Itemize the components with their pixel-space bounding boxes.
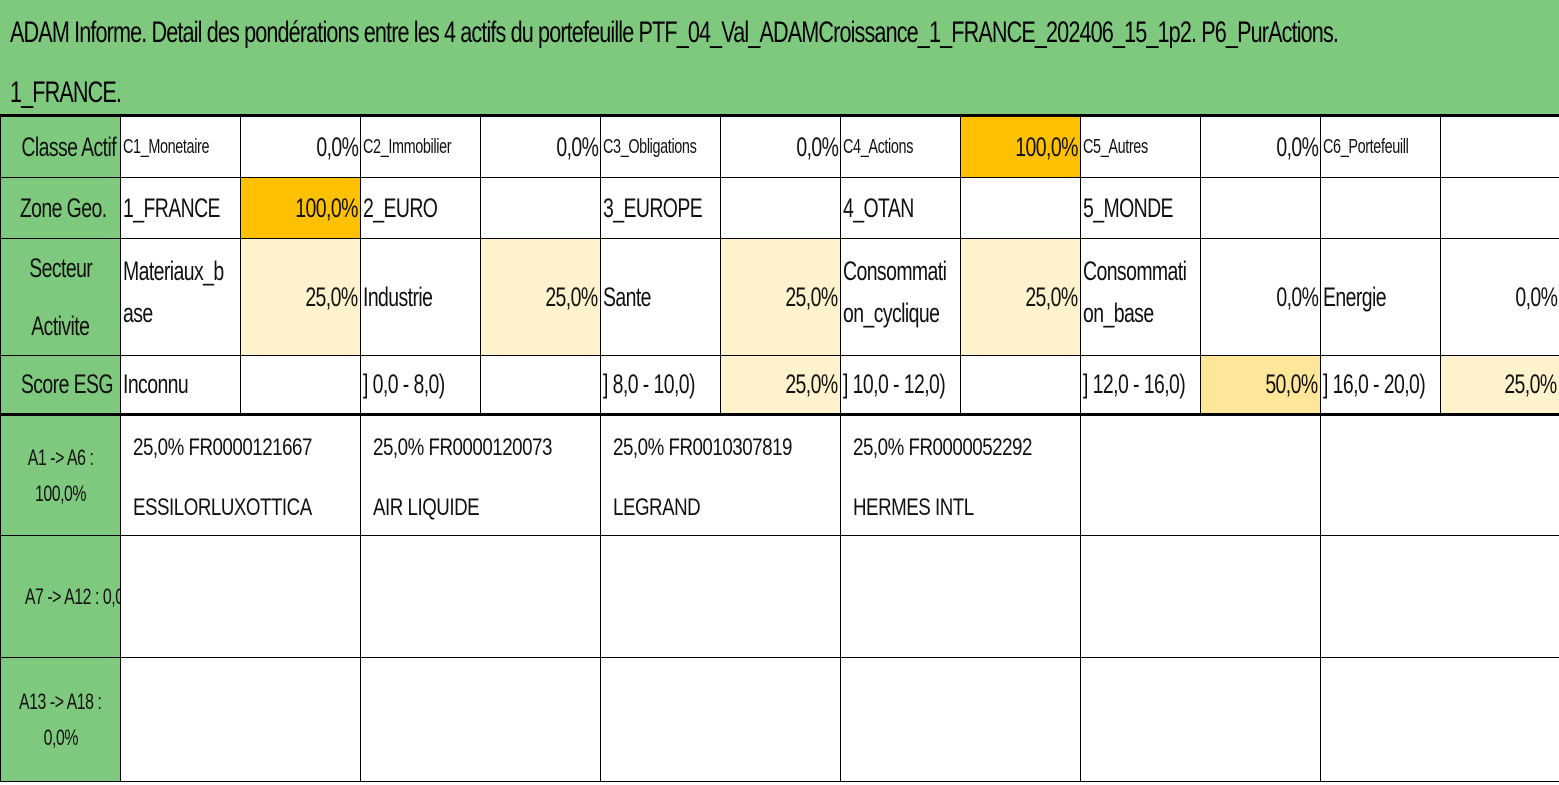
secteur-value-5: 0,0% bbox=[1200, 238, 1321, 356]
classe-name-c6: C6_Portefeuill bbox=[1320, 116, 1441, 178]
esg-name-6: ] 16,0 - 20,0) bbox=[1320, 355, 1441, 416]
row-assets-a1-a6: A1 -> A6 : 100,0% 25,0% FR0000121667 ESS… bbox=[0, 414, 1559, 536]
zone-value-6 bbox=[1440, 177, 1559, 239]
assets-group-label-3: A13 -> A18 : 0,0% bbox=[0, 657, 121, 782]
esg-name-3: ] 8,0 - 10,0) bbox=[600, 355, 721, 416]
zone-name-5: 5_MONDE bbox=[1080, 177, 1201, 239]
zone-name-6 bbox=[1320, 177, 1441, 239]
row-score-esg: Score ESG Inconnu ] 0,0 - 8,0) ] 8,0 - 1… bbox=[0, 355, 1559, 416]
secteur-value-1: 25,0% bbox=[240, 238, 361, 356]
assets-group-label-1: A1 -> A6 : 100,0% bbox=[0, 414, 121, 536]
asset-cell-4: 25,0% FR0000052292 HERMES INTL bbox=[840, 414, 1081, 536]
classe-value-c4: 100,0% bbox=[960, 116, 1081, 178]
row-assets-a7-a12: A7 -> A12 : 0,0% bbox=[0, 535, 1559, 658]
secteur-name-6: Energie bbox=[1320, 238, 1441, 356]
zone-name-3: 3_EUROPE bbox=[600, 177, 721, 239]
asset-3-weight-isin: 25,0% FR0010307819 bbox=[613, 434, 792, 461]
asset-cell-7 bbox=[120, 535, 361, 658]
asset-cell-5 bbox=[1080, 414, 1321, 536]
classe-name-c1: C1_Monetaire bbox=[120, 116, 241, 178]
secteur-value-6: 0,0% bbox=[1440, 238, 1559, 356]
row-label-secteur: Secteur Activite bbox=[0, 238, 121, 356]
asset-cell-3: 25,0% FR0010307819 LEGRAND bbox=[600, 414, 841, 536]
zone-value-1: 100,0% bbox=[240, 177, 361, 239]
zone-name-1: 1_FRANCE bbox=[120, 177, 241, 239]
esg-name-2: ] 0,0 - 8,0) bbox=[360, 355, 481, 416]
classe-name-c2: C2_Immobilier bbox=[360, 116, 481, 178]
asset-cell-2: 25,0% FR0000120073 AIR LIQUIDE bbox=[360, 414, 601, 536]
secteur-value-4: 25,0% bbox=[960, 238, 1081, 356]
report-title-bar: ADAM Informe. Detail des pondérations en… bbox=[0, 0, 1559, 116]
asset-cell-14 bbox=[360, 657, 601, 782]
asset-cell-18 bbox=[1320, 657, 1559, 782]
classe-value-c6 bbox=[1440, 116, 1559, 178]
weights-table: Classe Actif C1_Monetaire 0,0% C2_Immobi… bbox=[0, 116, 1559, 782]
zone-value-3 bbox=[720, 177, 841, 239]
esg-value-1 bbox=[240, 355, 361, 416]
row-assets-a13-a18: A13 -> A18 : 0,0% bbox=[0, 657, 1559, 782]
classe-name-c3: C3_Obligations bbox=[600, 116, 721, 178]
secteur-value-3: 25,0% bbox=[720, 238, 841, 356]
secteur-name-1: Materiaux_b ase bbox=[120, 238, 241, 356]
asset-3-name: LEGRAND bbox=[613, 494, 701, 521]
asset-cell-11 bbox=[1080, 535, 1321, 658]
zone-value-2 bbox=[480, 177, 601, 239]
asset-1-weight-isin: 25,0% FR0000121667 bbox=[133, 434, 312, 461]
row-label-classe-actif: Classe Actif bbox=[0, 116, 121, 178]
assets-group-label-2: A7 -> A12 : 0,0% bbox=[0, 535, 121, 658]
asset-cell-13 bbox=[120, 657, 361, 782]
esg-name-1: Inconnu bbox=[120, 355, 241, 416]
esg-name-5: ] 12,0 - 16,0) bbox=[1080, 355, 1201, 416]
esg-value-6: 25,0% bbox=[1440, 355, 1559, 416]
esg-name-4: ] 10,0 - 12,0) bbox=[840, 355, 961, 416]
secteur-name-2: Industrie bbox=[360, 238, 481, 356]
classe-value-c3: 0,0% bbox=[720, 116, 841, 178]
asset-1-name: ESSILORLUXOTTICA bbox=[133, 494, 312, 521]
classe-value-c1: 0,0% bbox=[240, 116, 361, 178]
asset-cell-8 bbox=[360, 535, 601, 658]
asset-4-weight-isin: 25,0% FR0000052292 bbox=[853, 434, 1032, 461]
secteur-name-5: Consommati on_base bbox=[1080, 238, 1201, 356]
zone-name-2: 2_EURO bbox=[360, 177, 481, 239]
asset-4-name: HERMES INTL bbox=[853, 494, 974, 521]
secteur-name-3: Sante bbox=[600, 238, 721, 356]
zone-value-5 bbox=[1200, 177, 1321, 239]
esg-value-2 bbox=[480, 355, 601, 416]
row-classe-actif: Classe Actif C1_Monetaire 0,0% C2_Immobi… bbox=[0, 116, 1559, 178]
row-zone-geo: Zone Geo. 1_FRANCE 100,0% 2_EURO 3_EUROP… bbox=[0, 177, 1559, 239]
asset-cell-6 bbox=[1320, 414, 1559, 536]
asset-cell-15 bbox=[600, 657, 841, 782]
report-title-line-2: 1_FRANCE. bbox=[10, 76, 122, 109]
zone-value-4 bbox=[960, 177, 1081, 239]
classe-value-c5: 0,0% bbox=[1200, 116, 1321, 178]
esg-value-3: 25,0% bbox=[720, 355, 841, 416]
asset-2-weight-isin: 25,0% FR0000120073 bbox=[373, 434, 552, 461]
asset-cell-9 bbox=[600, 535, 841, 658]
asset-2-name: AIR LIQUIDE bbox=[373, 494, 480, 521]
asset-cell-10 bbox=[840, 535, 1081, 658]
secteur-value-2: 25,0% bbox=[480, 238, 601, 356]
zone-name-4: 4_OTAN bbox=[840, 177, 961, 239]
asset-cell-12 bbox=[1320, 535, 1559, 658]
classe-value-c2: 0,0% bbox=[480, 116, 601, 178]
esg-value-4 bbox=[960, 355, 1081, 416]
secteur-name-4: Consommati on_cyclique bbox=[840, 238, 961, 356]
report-title-line-1: ADAM Informe. Detail des pondérations en… bbox=[10, 16, 1339, 49]
asset-cell-17 bbox=[1080, 657, 1321, 782]
row-secteur-activite: Secteur Activite Materiaux_b ase 25,0% I… bbox=[0, 238, 1559, 356]
row-label-zone-geo: Zone Geo. bbox=[0, 177, 121, 239]
asset-cell-1: 25,0% FR0000121667 ESSILORLUXOTTICA bbox=[120, 414, 361, 536]
classe-name-c4: C4_Actions bbox=[840, 116, 961, 178]
asset-cell-16 bbox=[840, 657, 1081, 782]
row-label-score-esg: Score ESG bbox=[0, 355, 121, 416]
classe-name-c5: C5_Autres bbox=[1080, 116, 1201, 178]
esg-value-5: 50,0% bbox=[1200, 355, 1321, 416]
